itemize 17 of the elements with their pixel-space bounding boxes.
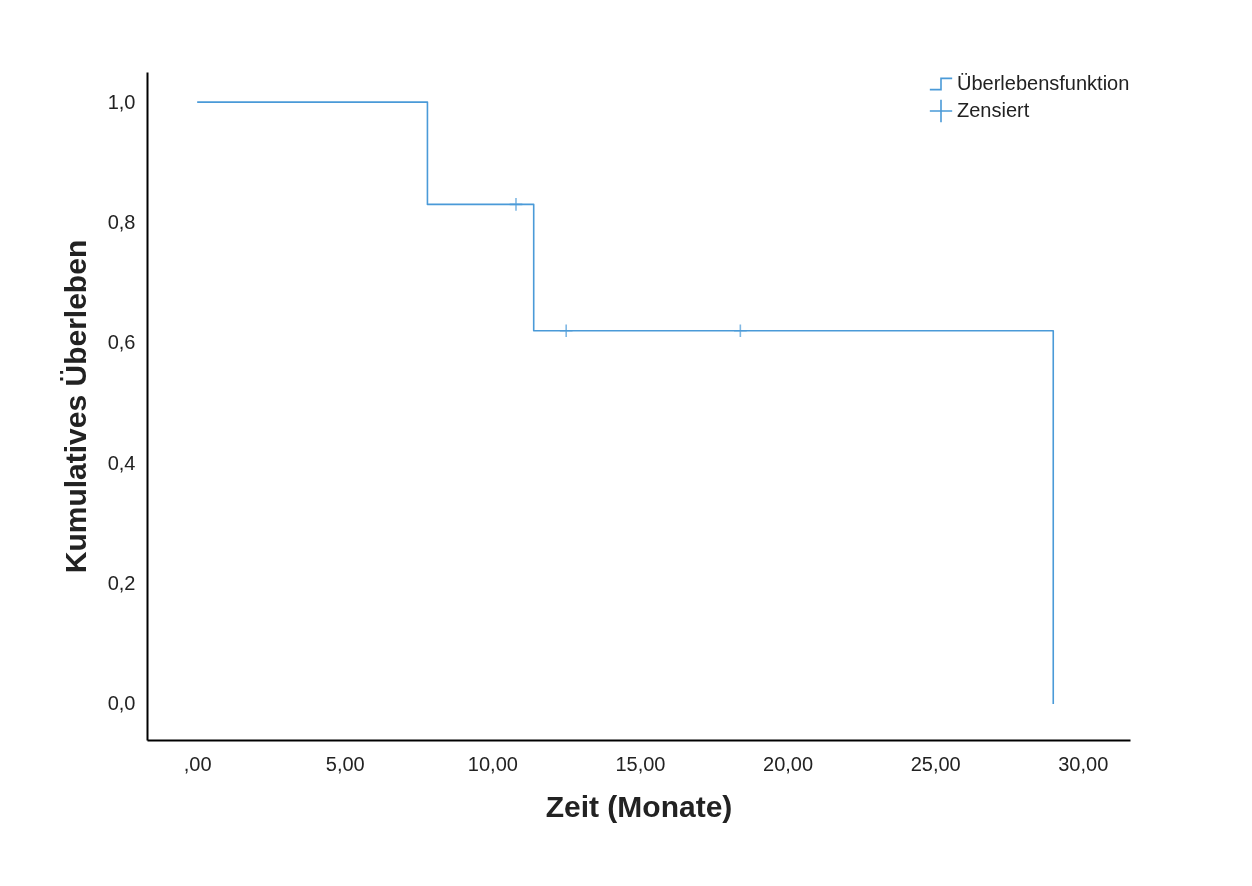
y-tick-label: 0,4 [107, 451, 136, 474]
y-tick-label: 1,0 [107, 90, 136, 113]
y-tick-label: 0,6 [107, 331, 136, 354]
x-tick-label: 10,00 [467, 752, 518, 775]
x-tick-label: 20,00 [763, 752, 814, 775]
y-axis-title: Kumulatives Überleben [58, 239, 92, 574]
legend-label: Zensiert [957, 99, 1030, 121]
x-tick-label: 30,00 [1058, 752, 1109, 775]
x-tick-label: 5,00 [325, 752, 365, 775]
y-tick-label: 0,2 [107, 572, 136, 595]
legend-label: Überlebensfunktion [957, 72, 1130, 94]
x-tick-label: 25,00 [910, 752, 961, 775]
x-axis-title: Zeit (Monate) [545, 789, 733, 823]
y-tick-label: 0,0 [107, 692, 136, 715]
y-tick-label: 0,8 [107, 210, 136, 233]
x-tick-label: ,00 [183, 752, 212, 775]
x-tick-label: 15,00 [615, 752, 666, 775]
